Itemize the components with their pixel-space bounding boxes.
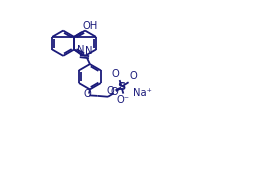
Text: O⁻: O⁻ xyxy=(117,95,130,105)
Text: O: O xyxy=(107,86,115,96)
Text: O: O xyxy=(111,87,119,97)
Text: OH: OH xyxy=(83,21,98,32)
Text: O: O xyxy=(84,89,92,99)
Text: N: N xyxy=(84,46,92,56)
Text: Na⁺: Na⁺ xyxy=(133,88,152,98)
Text: O: O xyxy=(111,69,119,79)
Text: O: O xyxy=(129,71,137,81)
Text: S: S xyxy=(117,82,126,92)
Text: N: N xyxy=(77,45,84,55)
